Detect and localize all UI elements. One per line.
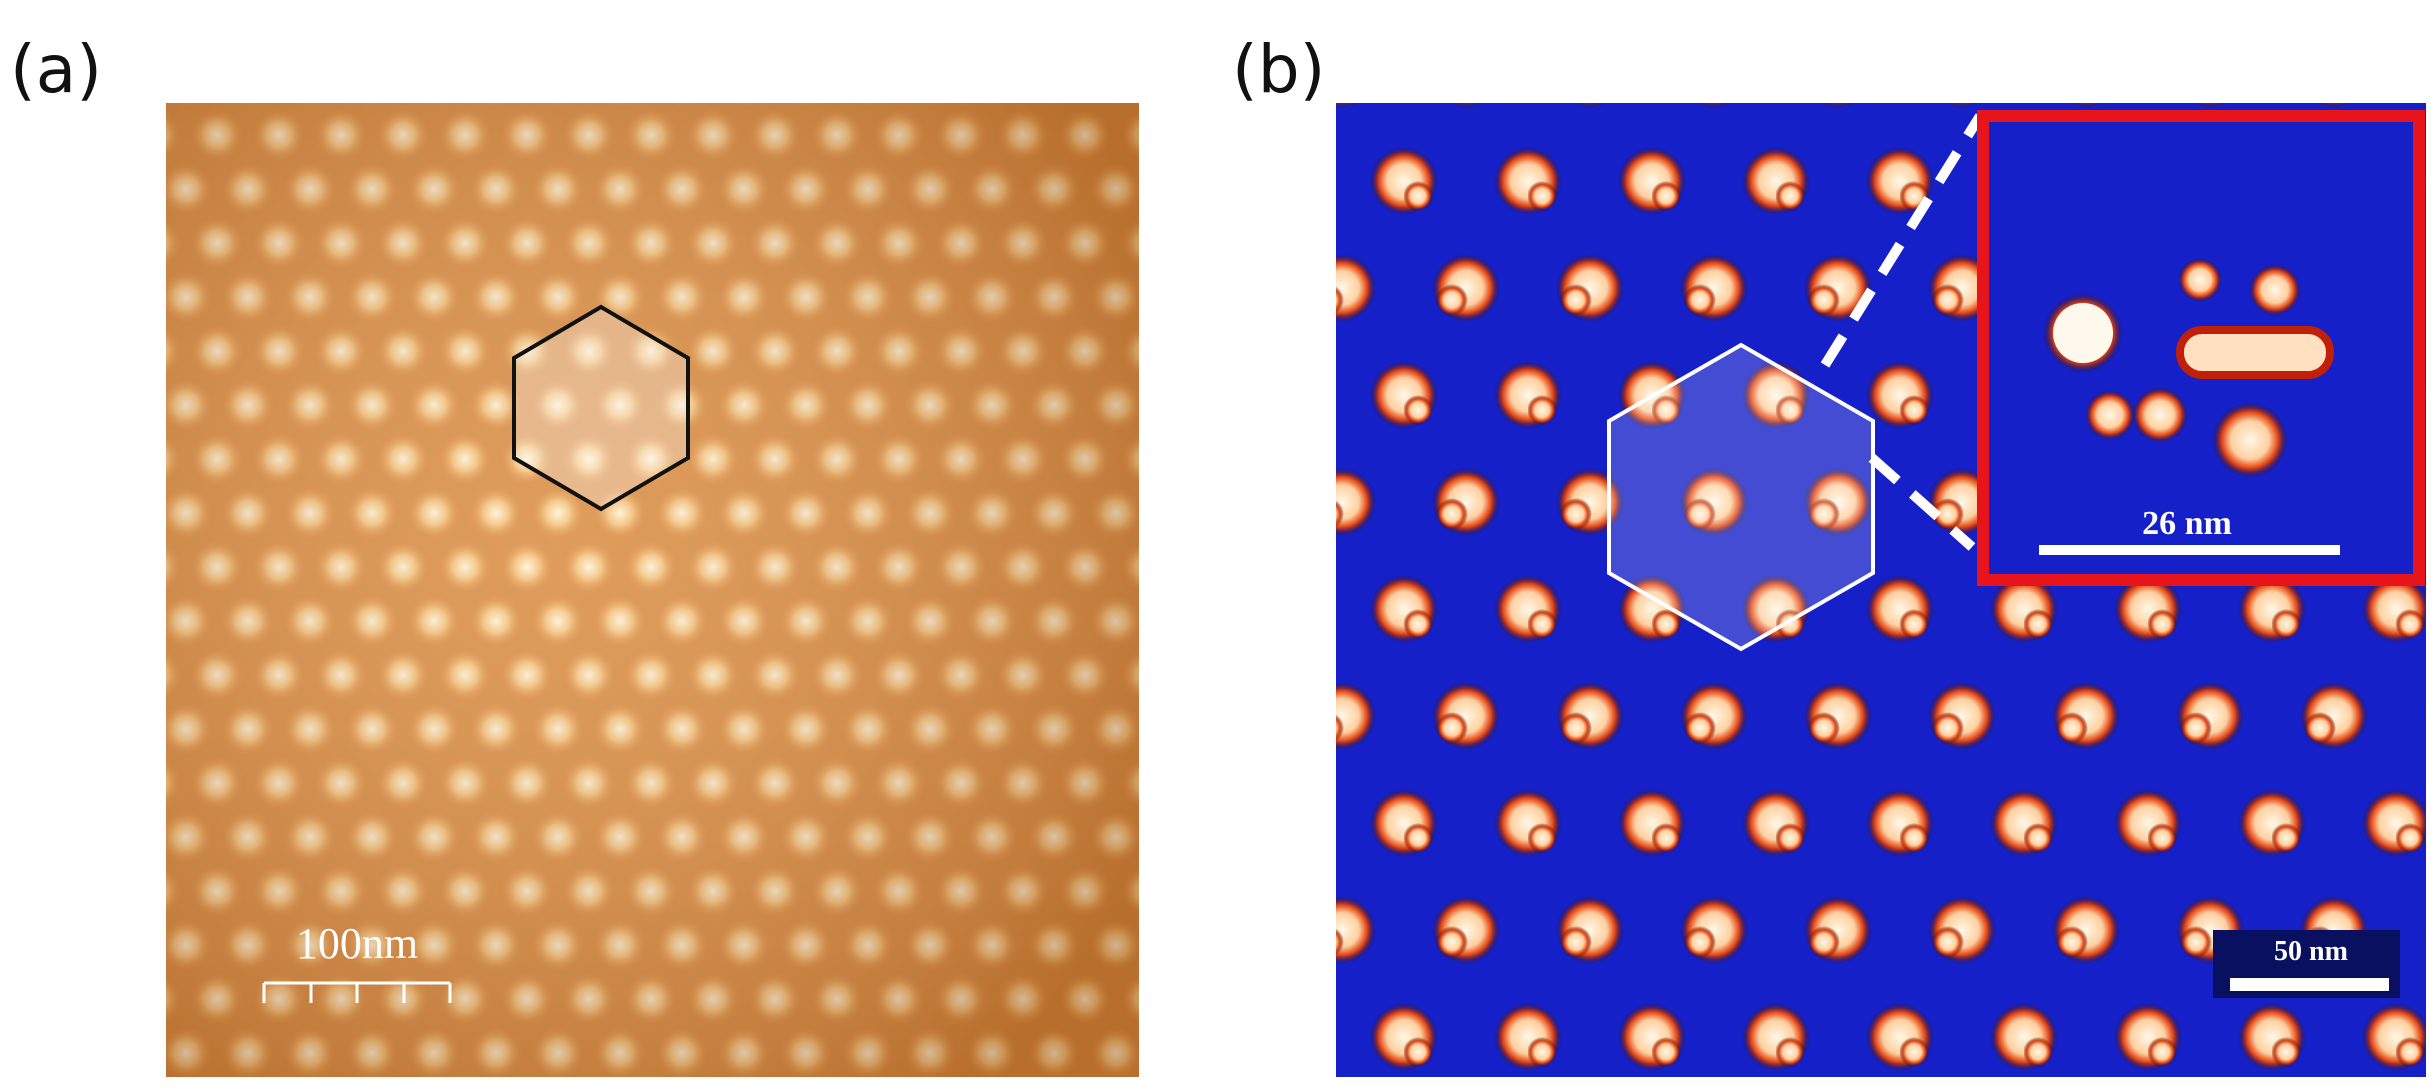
scale-bar-label: 50 nm — [2274, 936, 2348, 967]
scale-bar — [262, 981, 452, 1003]
scale-bar-label: 100nm — [296, 919, 418, 968]
panel-label: (a) — [10, 31, 102, 108]
inset-particle — [2043, 258, 2334, 478]
panel-label: (b) — [1232, 31, 1325, 108]
inset-scale-bar — [2039, 545, 2340, 555]
hexagon — [512, 304, 690, 512]
scale-bar — [2230, 978, 2389, 991]
zoom-lines — [1820, 113, 1985, 551]
hexagon — [1607, 342, 1875, 652]
image-shading — [166, 103, 1139, 1077]
inset-scale-bar-label: 26 nm — [2142, 505, 2232, 542]
